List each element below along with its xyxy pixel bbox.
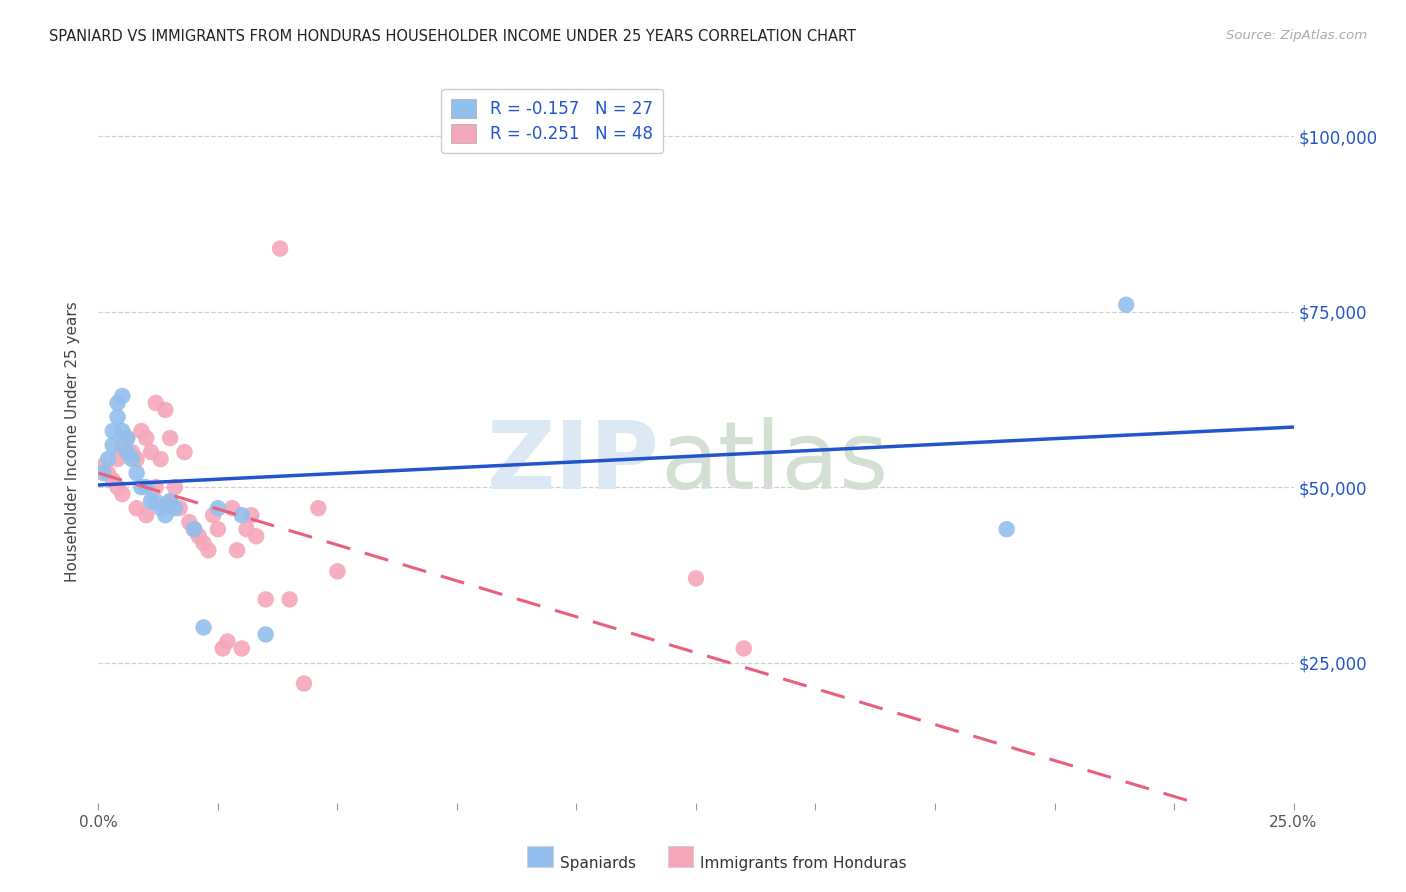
Point [254, 592, 277, 607]
Legend: R = -0.157   N = 27, R = -0.251   N = 48: R = -0.157 N = 27, R = -0.251 N = 48 [441, 88, 662, 153]
Text: Source: ZipAtlas.com: Source: ZipAtlas.com [1226, 29, 1367, 42]
Point [183, 522, 205, 536]
Point [155, 403, 177, 417]
Point [995, 522, 1018, 536]
Point [135, 508, 157, 523]
Point [193, 620, 215, 634]
Text: Immigrants from Honduras: Immigrants from Honduras [700, 856, 907, 871]
Point [187, 529, 209, 543]
Point [131, 424, 153, 438]
Point [183, 522, 205, 536]
Point [101, 424, 124, 438]
Point [139, 445, 162, 459]
Text: SPANIARD VS IMMIGRANTS FROM HONDURAS HOUSEHOLDER INCOME UNDER 25 YEARS CORRELATI: SPANIARD VS IMMIGRANTS FROM HONDURAS HOU… [49, 29, 856, 44]
Point [107, 452, 129, 467]
Point [155, 508, 177, 523]
Point [159, 494, 181, 508]
Point [159, 431, 181, 445]
Point [254, 627, 277, 641]
Point [173, 445, 195, 459]
Point [139, 494, 162, 508]
Point [163, 480, 186, 494]
Point [307, 501, 329, 516]
Point [245, 529, 267, 543]
Point [179, 515, 201, 529]
Point [226, 543, 249, 558]
Point [145, 494, 167, 508]
Point [145, 480, 167, 494]
Y-axis label: Householder Income Under 25 years: Householder Income Under 25 years [65, 301, 80, 582]
Point [149, 452, 172, 467]
Point [107, 480, 129, 494]
Point [97, 452, 120, 467]
Point [207, 501, 229, 516]
Point [121, 445, 143, 459]
Point [169, 501, 191, 516]
Point [235, 522, 257, 536]
Point [240, 508, 263, 523]
Point [111, 438, 134, 452]
Point [107, 396, 129, 410]
Point [292, 676, 315, 690]
Point [211, 641, 233, 656]
Point [125, 452, 148, 467]
Point [111, 389, 134, 403]
Point [202, 508, 225, 523]
Point [91, 466, 114, 480]
Point [145, 396, 167, 410]
Point [115, 431, 138, 445]
Point [159, 494, 181, 508]
Text: atlas: atlas [661, 417, 889, 509]
Point [97, 466, 120, 480]
Point [207, 522, 229, 536]
Point [111, 424, 134, 438]
Point [269, 242, 291, 256]
Point [197, 543, 219, 558]
Point [1115, 298, 1137, 312]
Point [231, 641, 253, 656]
Point [111, 487, 134, 501]
Point [149, 501, 172, 516]
Point [101, 473, 124, 487]
Point [115, 431, 138, 445]
Point [115, 445, 138, 459]
Point [135, 431, 157, 445]
Point [217, 634, 239, 648]
Point [221, 501, 243, 516]
Point [231, 508, 253, 523]
Point [125, 501, 148, 516]
Point [193, 536, 215, 550]
Text: ZIP: ZIP [488, 417, 661, 509]
Point [131, 480, 153, 494]
Point [326, 564, 349, 578]
Point [107, 409, 129, 424]
Point [135, 480, 157, 494]
Point [278, 592, 301, 607]
Point [121, 452, 143, 467]
Point [115, 445, 138, 459]
Point [91, 459, 114, 474]
Point [733, 641, 755, 656]
Point [163, 501, 186, 516]
Point [685, 571, 707, 585]
Point [101, 438, 124, 452]
Point [125, 466, 148, 480]
Text: Spaniards: Spaniards [560, 856, 636, 871]
